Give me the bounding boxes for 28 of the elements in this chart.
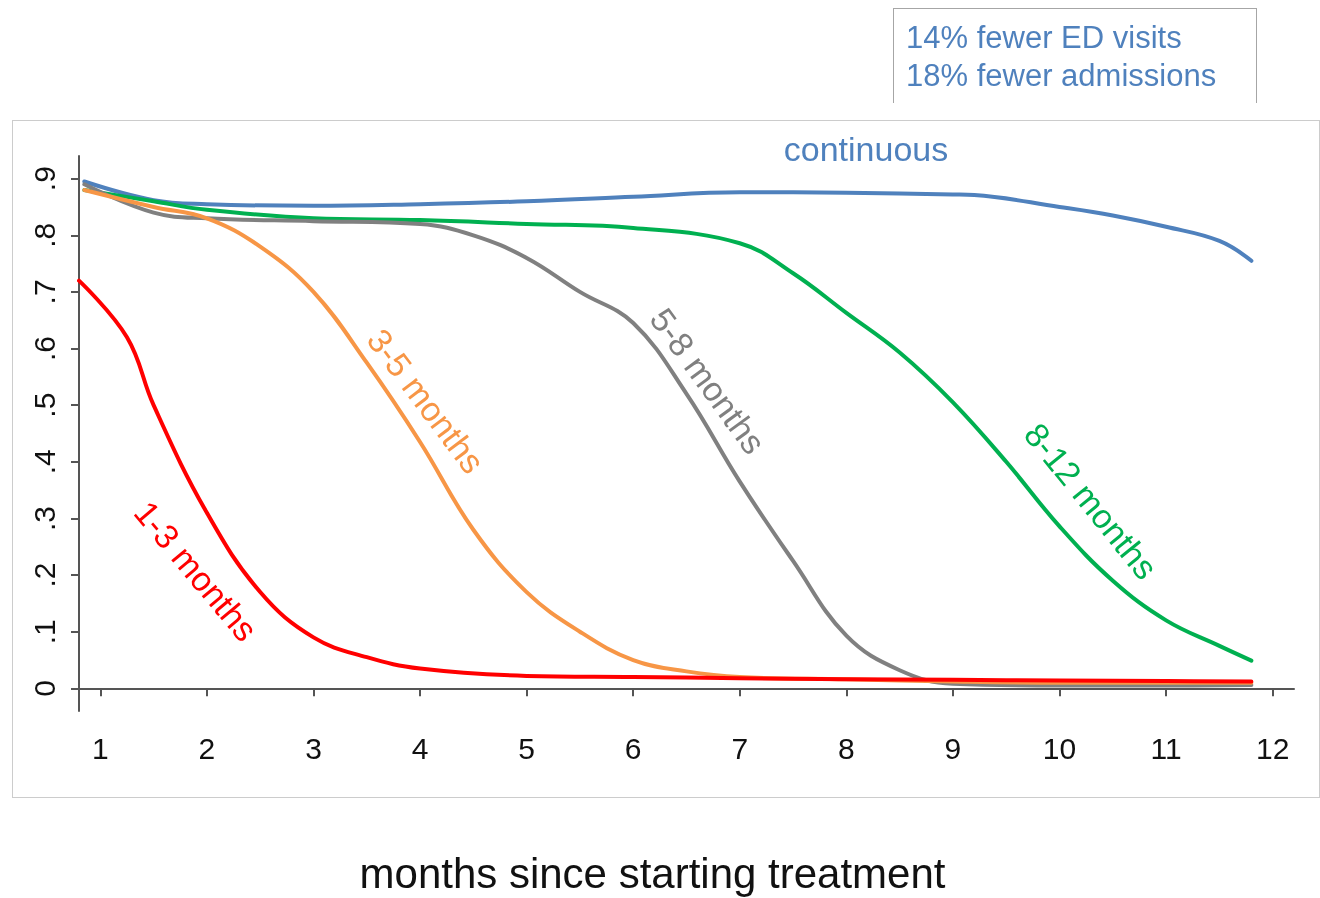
y-tick-label: .4 (27, 449, 61, 475)
text: 14% fewer ED visits (906, 19, 1183, 57)
x-tick-label: 5 (518, 731, 535, 765)
series-label: continuous (783, 130, 949, 168)
line-series (82, 179, 1254, 263)
x-tick-label: 1 (91, 731, 109, 765)
x-tick-label: 11 (1150, 731, 1182, 765)
y-tick-label: .7 (27, 279, 61, 305)
x-tick-label: 6 (624, 731, 642, 765)
y-tick-label: .5 (27, 392, 61, 418)
x-tick-label: 12 (1256, 731, 1290, 765)
x-tick-label: 10 (1042, 731, 1077, 765)
x-tick-label: 2 (198, 731, 216, 765)
x-tick-label: 4 (411, 731, 429, 765)
x-tick-label: 8 (838, 731, 855, 765)
y-tick-label: .8 (27, 222, 61, 248)
line-series (77, 278, 1254, 684)
x-tick-label: 7 (731, 731, 749, 765)
y-tick-label: .9 (27, 166, 61, 192)
y-tick-label: 0 (27, 680, 61, 697)
x-axis-title: months since starting treatment (358, 850, 947, 898)
x-tick-label: 3 (305, 731, 322, 765)
y-tick-label: .6 (27, 336, 61, 362)
y-tick-label: .1 (27, 619, 61, 645)
text: 18% fewer admissions (906, 57, 1218, 95)
y-tick-label: .3 (27, 505, 61, 531)
y-tick-label: .2 (27, 562, 61, 588)
x-tick-label: 9 (944, 731, 962, 765)
